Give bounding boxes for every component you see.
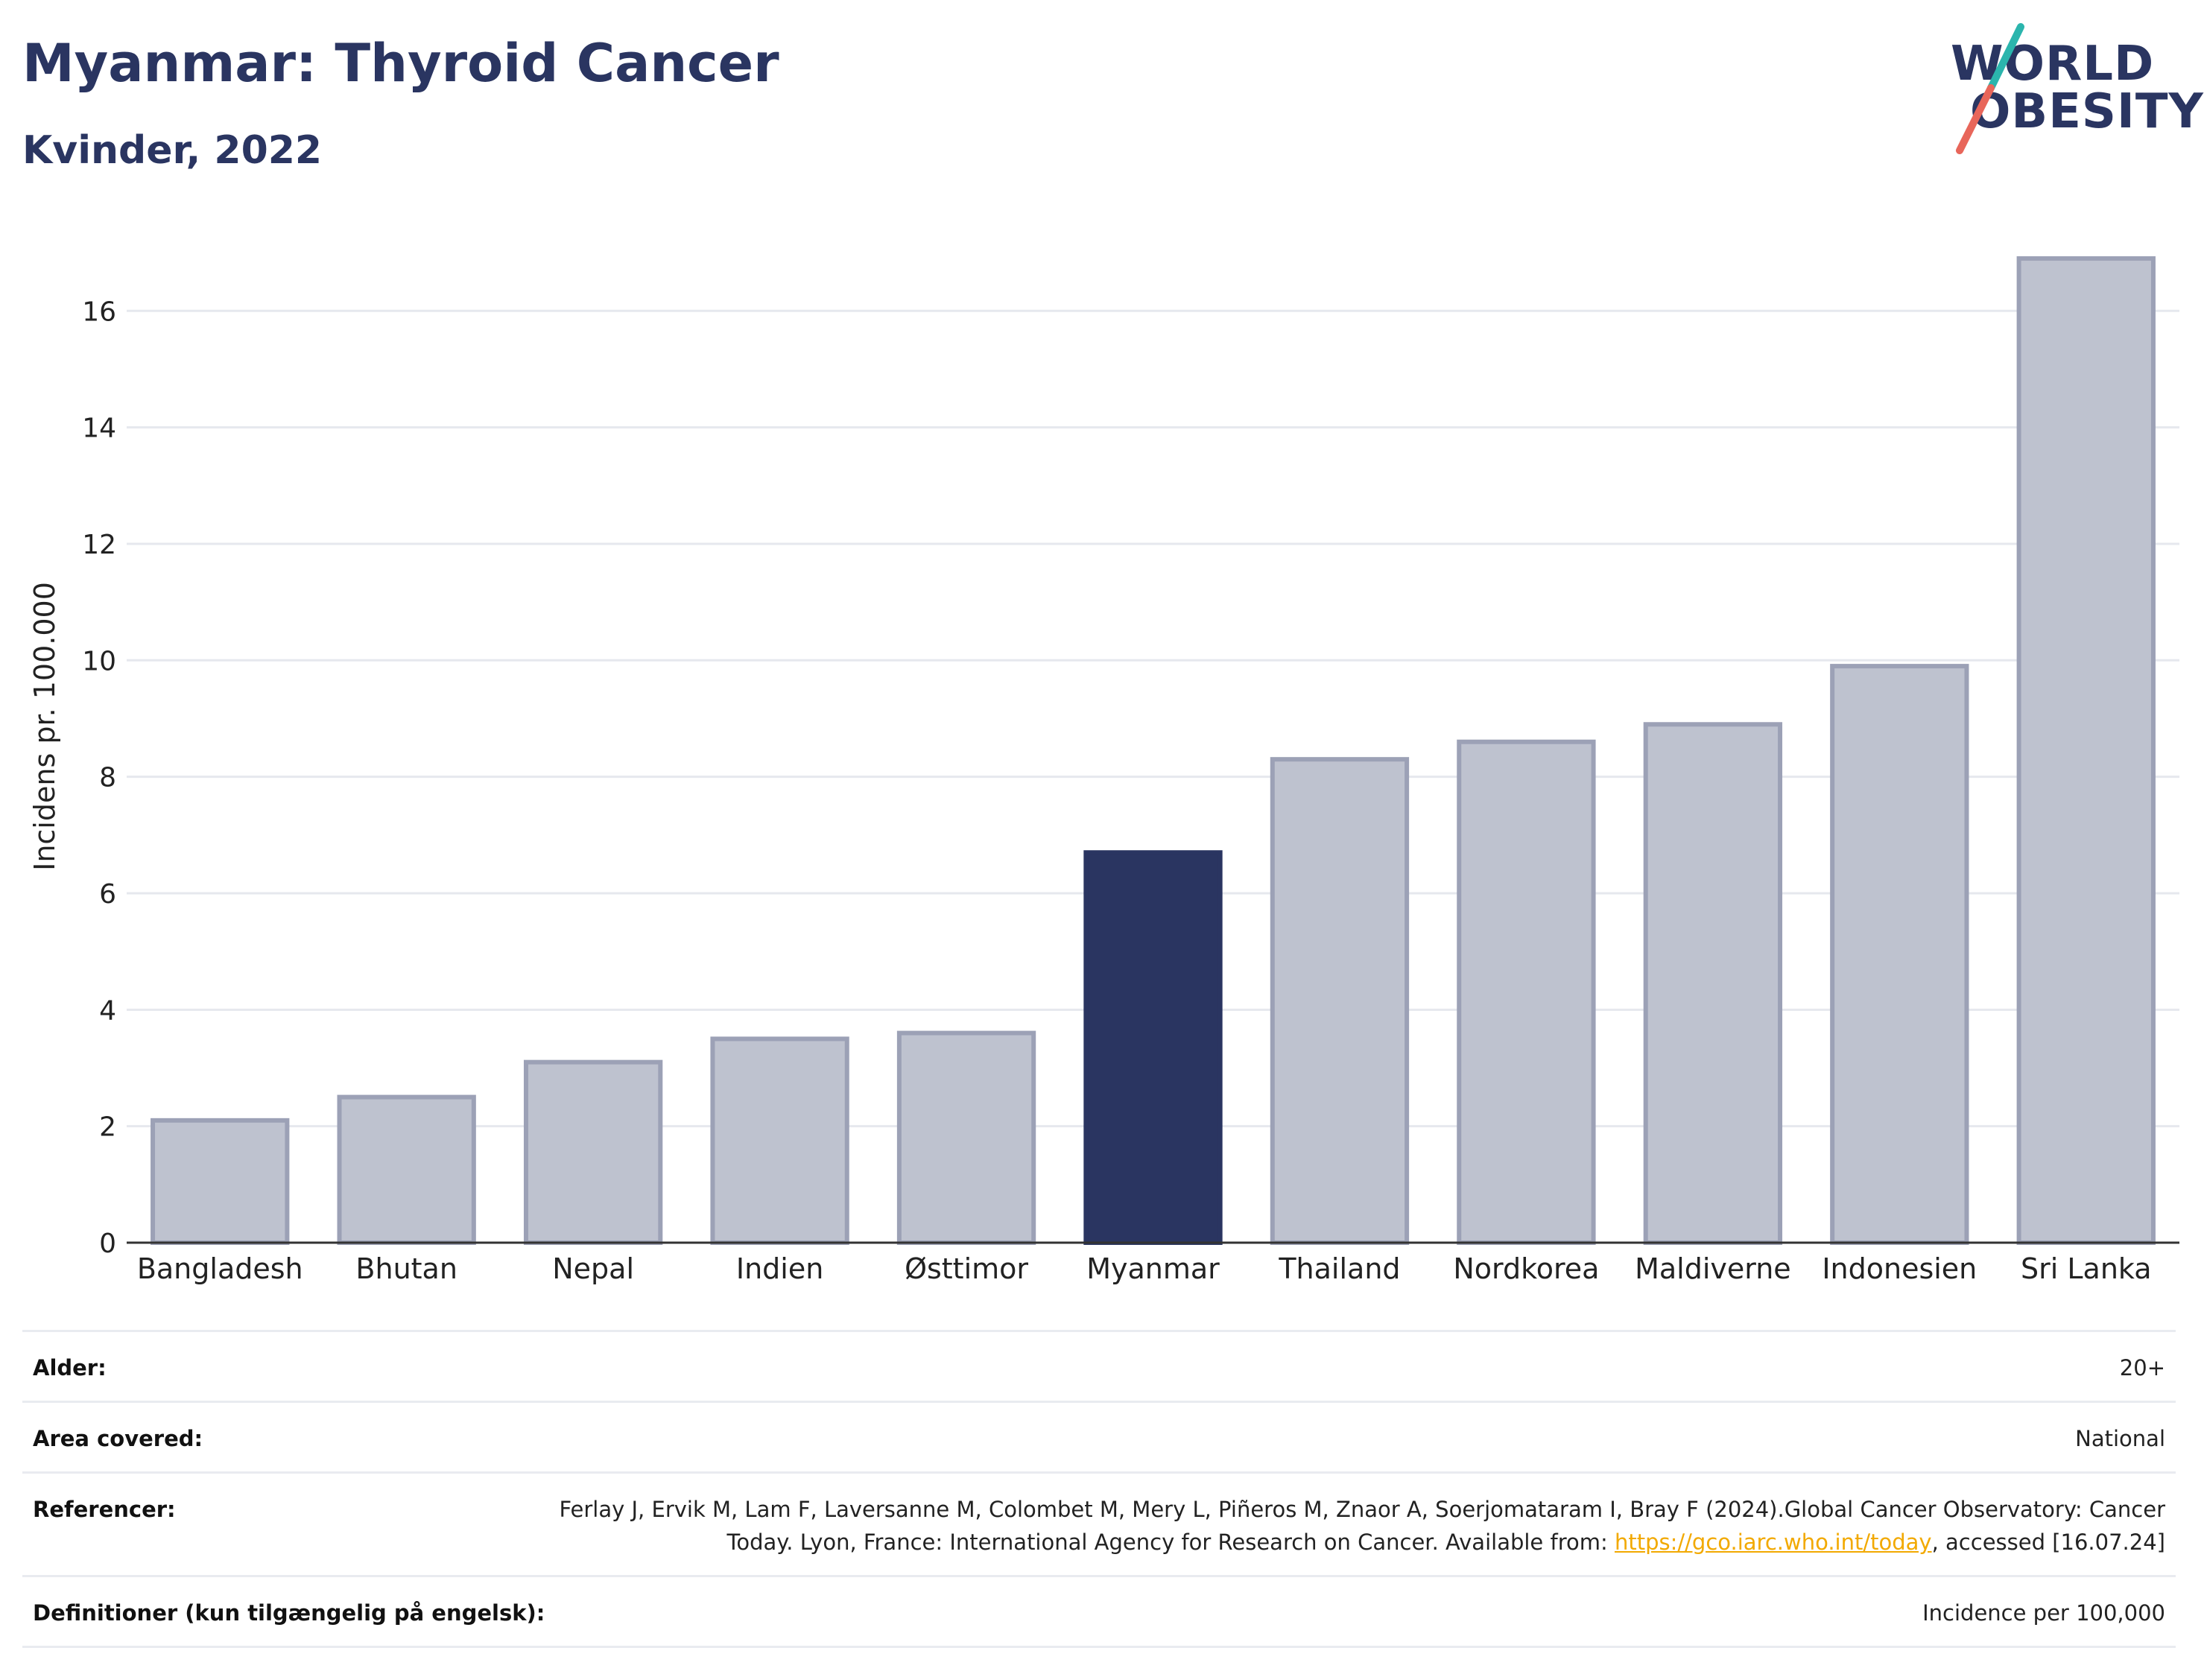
bar xyxy=(1643,722,1783,1245)
bar-chart: 0 2 4 6 8 10 12 14 16 Bangladesh Bhutan Nepal Indien… xyxy=(82,256,2179,1285)
chart-title: Myanmar: Thyroid Cancer xyxy=(22,33,779,94)
metadata-table: Alder: 20+ Area covered: National Refere… xyxy=(22,1330,2176,1648)
x-tick-label: Indien xyxy=(736,1252,823,1285)
y-tick-label: 0 xyxy=(99,1229,116,1259)
bar xyxy=(151,1118,290,1245)
meta-key-references: Referencer: xyxy=(33,1497,176,1522)
x-tick-label: Østtimor xyxy=(905,1252,1028,1285)
y-tick-label: 6 xyxy=(99,879,116,910)
x-tick-label: Sri Lanka xyxy=(2021,1252,2152,1285)
meta-row-age: Alder: 20+ xyxy=(22,1330,2176,1401)
bar xyxy=(1457,739,1596,1245)
meta-key-age: Alder: xyxy=(33,1355,107,1381)
y-tick-label: 12 xyxy=(82,530,116,560)
y-tick-label: 14 xyxy=(82,413,116,444)
meta-value-references: Ferlay J, Ervik M, Lam F, Laversanne M, … xyxy=(541,1493,2165,1559)
bar xyxy=(337,1094,476,1245)
x-tick-label: Myanmar xyxy=(1086,1252,1220,1285)
y-tick-label: 2 xyxy=(99,1112,116,1143)
y-axis-label: Incidens pr. 100.000 xyxy=(28,582,61,871)
x-tick-label: Indonesien xyxy=(1822,1252,1977,1285)
logo-line-1: WORLD xyxy=(1951,37,2155,92)
logo-slash-icon xyxy=(1956,23,2024,154)
y-tick-label: 8 xyxy=(99,763,116,793)
reference-text: Ferlay J, Ervik M, Lam F, Laversanne M, … xyxy=(559,1497,2165,1555)
bar xyxy=(710,1036,849,1246)
x-tick-label: Nepal xyxy=(552,1252,634,1285)
y-tick-label: 10 xyxy=(82,646,116,676)
bar xyxy=(896,1030,1036,1246)
meta-row-definitions: Definitioner (kun tilgængelig på engelsk… xyxy=(22,1575,2176,1648)
meta-row-references: Referencer: Ferlay J, Ervik M, Lam F, La… xyxy=(22,1471,2176,1575)
x-tick-label: Thailand xyxy=(1278,1252,1400,1285)
y-tick-label: 16 xyxy=(82,297,116,327)
meta-value-definitions: Incidence per 100,000 xyxy=(1922,1600,2165,1626)
chart-subtitle: Kvinder, 2022 xyxy=(22,128,323,173)
x-tick-label: Bhutan xyxy=(355,1252,457,1285)
meta-row-area: Area covered: National xyxy=(22,1401,2176,1471)
bar xyxy=(1270,757,1410,1245)
x-tick-label: Maldiverne xyxy=(1635,1252,1791,1285)
meta-key-definitions: Definitioner (kun tilgængelig på engelsk… xyxy=(33,1600,545,1626)
logo-line-2: OBESITY xyxy=(1970,84,2204,139)
x-tick-label: Nordkorea xyxy=(1453,1252,1599,1285)
bar xyxy=(523,1059,663,1245)
world-obesity-logo: WORLD OBESITY xyxy=(1937,22,2203,156)
bar xyxy=(1830,664,1969,1245)
meta-key-area: Area covered: xyxy=(33,1426,203,1451)
meta-value-area: National xyxy=(2075,1426,2165,1451)
meta-value-age: 20+ xyxy=(2119,1355,2165,1381)
x-tick-label: Bangladesh xyxy=(137,1252,303,1285)
reference-accessed: , accessed [16.07.24] xyxy=(1931,1530,2165,1555)
bar xyxy=(2016,256,2156,1246)
reference-link[interactable]: https://gco.iarc.who.int/today xyxy=(1614,1530,1932,1555)
y-tick-label: 4 xyxy=(99,995,116,1026)
bar-highlight xyxy=(1083,850,1223,1245)
